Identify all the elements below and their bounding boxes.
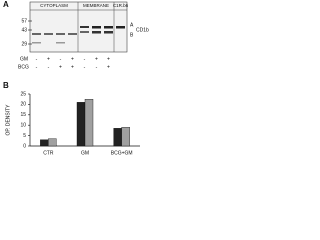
bar — [113, 128, 122, 147]
lane-sign: + — [71, 64, 74, 70]
group-label: MEMBRANE — [83, 3, 109, 8]
y-tick-label: 20 — [20, 102, 26, 108]
bar — [76, 102, 86, 147]
marker: 57 — [21, 18, 27, 24]
panel-label: B — [3, 81, 9, 90]
marker: 29 — [21, 41, 27, 47]
marker: 43 — [21, 27, 27, 33]
group-label: C1R.b6 — [113, 3, 129, 8]
lane-sign: + — [71, 56, 74, 62]
y-tick-label: 15 — [20, 112, 26, 118]
lane-sign: - — [96, 64, 98, 70]
bar — [40, 139, 49, 147]
band-label: B — [130, 32, 134, 38]
x-tick-label: BCG+GM — [111, 150, 133, 156]
bar — [84, 98, 94, 147]
protein-label: CD1b — [136, 27, 149, 33]
y-tick-label: 10 — [20, 123, 26, 129]
lane-sign: - — [84, 64, 86, 70]
lane-sign: - — [36, 64, 38, 70]
bar — [48, 138, 57, 147]
bands — [32, 26, 125, 44]
bar — [121, 127, 130, 147]
x-tick-label: CTR — [43, 150, 54, 156]
lane-sign: + — [107, 56, 110, 62]
lane-sign: + — [95, 56, 98, 62]
lane-sign: - — [36, 56, 38, 62]
lane-sign: - — [60, 56, 62, 62]
y-tick-label: 0 — [23, 143, 26, 149]
lane-sign: - — [48, 64, 50, 70]
panel-label: A — [3, 0, 9, 9]
figure: A CYTOPLASM MEMBRANE C1R.b6 57 43 29 A B… — [3, 0, 149, 156]
group-label: CYTOPLASM — [40, 3, 68, 8]
y-tick-label: 25 — [20, 91, 26, 97]
lane-sign: + — [47, 56, 50, 62]
band-label: A — [130, 22, 134, 28]
lane-sign: + — [107, 64, 110, 70]
lane-sign: - — [84, 56, 86, 62]
y-axis-label: OP. DENSITY — [5, 104, 11, 136]
row-label: BCG — [18, 64, 29, 70]
row-label: GM — [20, 56, 28, 62]
page: A CYTOPLASM MEMBRANE C1R.b6 57 43 29 A B… — [3, 0, 150, 157]
x-tick-label: GM — [81, 150, 89, 156]
y-tick-label: 5 — [23, 133, 26, 139]
lane-sign: + — [59, 64, 62, 70]
